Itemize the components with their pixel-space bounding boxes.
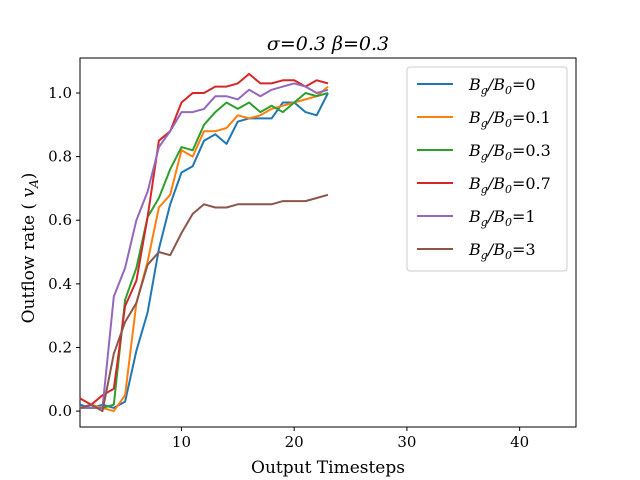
x-tick-label: 30 [397, 433, 416, 451]
series-line-4 [80, 82, 329, 409]
y-tick-label: 0.4 [48, 275, 72, 293]
y-tick-label: 0.6 [48, 211, 72, 229]
x-tick-label: 10 [172, 433, 191, 451]
series-line-5 [79, 193, 329, 413]
legend-label-3: Bg/B0=0.7 [468, 174, 551, 196]
plot-frame [79, 57, 577, 428]
x-tick-label: 40 [510, 433, 529, 451]
series-line-0 [79, 92, 329, 409]
chart-title: σ=0.3 β=0.3 [267, 33, 389, 55]
legend-label-2: Bg/B0=0.3 [468, 141, 551, 163]
legend-label-0: Bg/B0=0 [468, 75, 536, 97]
legend-label-4: Bg/B0=1 [468, 207, 536, 229]
y-axis-ticks: 0.0 0.2 0.4 0.6 0.8 1.0 [48, 84, 80, 420]
y-axis-label: Outflow rate ( vA) [19, 173, 41, 324]
y-tick-label: 0.8 [48, 148, 72, 166]
y-axis-label-text: Outflow rate ( [19, 203, 39, 323]
y-tick-label: 1.0 [48, 84, 72, 102]
legend-label-5: Bg/B0=3 [468, 240, 536, 262]
y-axis-label-close: ) [19, 173, 39, 180]
x-axis-ticks: 10 20 30 40 [172, 427, 529, 451]
x-tick-label: 20 [285, 433, 304, 451]
y-tick-label: 0.0 [48, 402, 72, 420]
y-axis-label-subscript: A [27, 179, 41, 189]
series-line-1 [79, 85, 329, 413]
plot-area [79, 57, 577, 428]
legend: Bg/B0=0 Bg/B0=0.1 Bg/B0=0.3 Bg/B0=0.7 Bg/B0=… [406, 66, 568, 272]
y-tick-label: 0.2 [48, 338, 72, 356]
y-axis-label-symbol: v [19, 188, 39, 198]
legend-label-1: Bg/B0=0.1 [468, 108, 551, 130]
x-axis-label: Output Timesteps [251, 458, 405, 478]
series-group [79, 72, 329, 413]
